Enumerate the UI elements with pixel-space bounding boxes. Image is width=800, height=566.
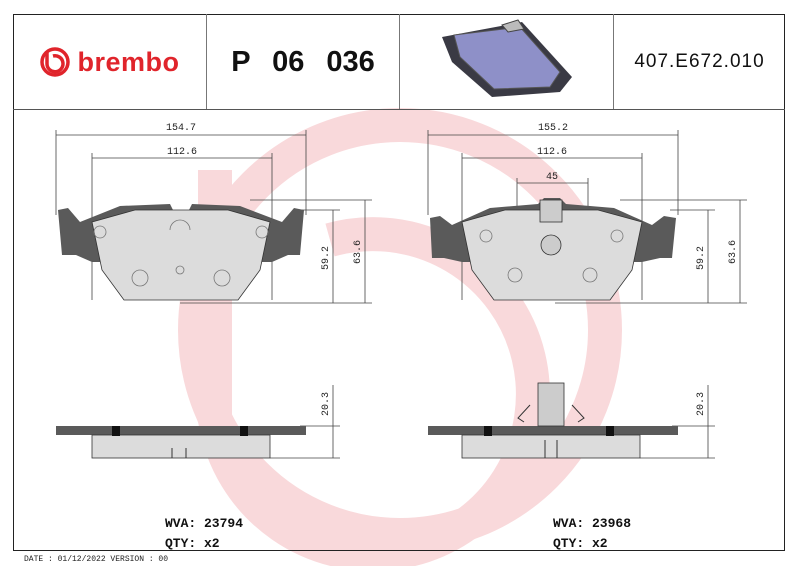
dim-left-width-total: 154.7 <box>166 123 196 134</box>
brand-name: brembo <box>77 46 180 77</box>
product-image-cell <box>400 14 614 110</box>
dim-left-height-1: 59.2 <box>321 246 332 270</box>
left-pad-side-view <box>56 426 306 459</box>
reference-number: 407.E672.010 <box>634 51 765 72</box>
left-pad-front-view <box>58 204 304 301</box>
dim-right-width-total: 155.2 <box>538 123 568 134</box>
dim-right-width-inner: 112.6 <box>537 147 567 158</box>
dim-right-height-1: 59.2 <box>696 246 707 270</box>
brembo-logo-icon <box>40 47 71 77</box>
part-number: P 06 036 <box>231 45 375 78</box>
dim-right-sensor-offset: 45 <box>546 172 558 183</box>
left-pad-info: WVA: 23794 QTY: x2 <box>165 514 243 554</box>
dim-left-thickness: 20.3 <box>321 392 332 416</box>
left-wva: WVA: 23794 <box>165 516 244 531</box>
brand-cell: brembo <box>13 14 207 110</box>
right-pad-side-view <box>428 382 678 459</box>
part-number-cell: P 06 036 <box>207 14 400 110</box>
reference-cell: 407.E672.010 <box>614 14 785 110</box>
dim-left-width-inner: 112.6 <box>167 147 197 158</box>
header-divider <box>13 109 785 110</box>
left-qty: QTY: x2 <box>165 536 220 551</box>
dim-right-height-2: 63.6 <box>728 240 739 264</box>
right-pad-info: WVA: 23968 QTY: x2 <box>553 514 631 554</box>
right-qty: QTY: x2 <box>553 536 608 551</box>
brake-pad-3d-image <box>441 19 572 97</box>
footer-date-version: DATE : 01/12/2022 VERSION : 00 <box>24 555 169 564</box>
dim-left-height-2: 63.6 <box>353 240 364 264</box>
right-wva: WVA: 23968 <box>553 516 632 531</box>
right-pad-front-view <box>430 198 676 301</box>
dim-right-thickness: 20.3 <box>696 392 707 416</box>
